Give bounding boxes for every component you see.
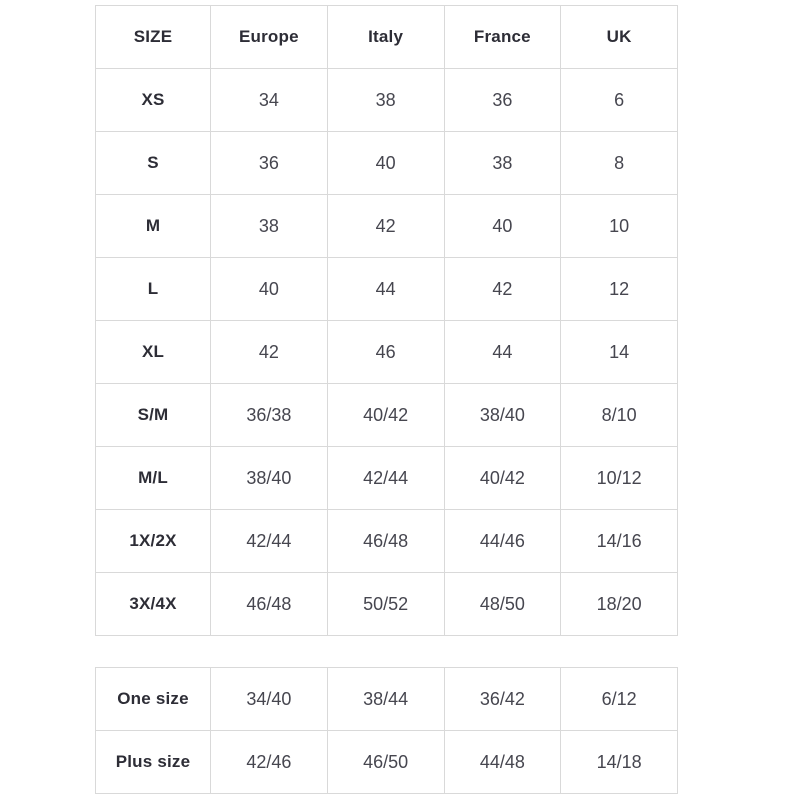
table-cell: 50/52 xyxy=(326,572,445,636)
table-cell: 40 xyxy=(210,257,328,321)
table-cell: 42 xyxy=(326,194,445,258)
row-label: S xyxy=(95,131,211,195)
table-row: S/M 36/38 40/42 38/40 8/10 xyxy=(95,383,678,447)
row-label: L xyxy=(95,257,211,321)
table-cell: 46/48 xyxy=(326,509,445,573)
table-cell: 42/46 xyxy=(210,730,328,794)
column-header-uk: UK xyxy=(560,5,678,69)
row-label: XS xyxy=(95,68,211,132)
table-cell: 36/38 xyxy=(210,383,328,447)
table-gap xyxy=(95,636,678,667)
table-row: M/L 38/40 42/44 40/42 10/12 xyxy=(95,446,678,510)
row-label: One size xyxy=(95,667,211,731)
table-cell: 6 xyxy=(560,68,678,132)
table-cell: 36 xyxy=(210,131,328,195)
table-cell: 38/44 xyxy=(326,667,445,731)
table-cell: 38/40 xyxy=(443,383,562,447)
table-cell: 34/40 xyxy=(210,667,328,731)
table-cell: 36 xyxy=(443,68,562,132)
table-cell: 42/44 xyxy=(326,446,445,510)
row-label: M xyxy=(95,194,211,258)
header-row: SIZE Europe Italy France UK xyxy=(95,5,678,69)
table-row: M 38 42 40 10 xyxy=(95,194,678,258)
column-header-size: SIZE xyxy=(95,5,211,69)
table-row: XL 42 46 44 14 xyxy=(95,320,678,384)
table-cell: 12 xyxy=(560,257,678,321)
table-cell: 36/42 xyxy=(443,667,562,731)
column-header-europe: Europe xyxy=(210,5,328,69)
table-cell: 38/40 xyxy=(210,446,328,510)
row-label: 1X/2X xyxy=(95,509,211,573)
table-cell: 14/16 xyxy=(560,509,678,573)
table-cell: 8 xyxy=(560,131,678,195)
table-row: S 36 40 38 8 xyxy=(95,131,678,195)
table-cell: 18/20 xyxy=(560,572,678,636)
size-table-body: XS 34 38 36 6 S 36 40 38 8 M 38 42 40 10 L 40 44 42 12 XL 42 4… xyxy=(95,68,678,636)
table-cell: 10/12 xyxy=(560,446,678,510)
row-label: XL xyxy=(95,320,211,384)
table-cell: 38 xyxy=(326,68,445,132)
table-cell: 38 xyxy=(443,131,562,195)
table-cell: 34 xyxy=(210,68,328,132)
size-conversion-table: SIZE Europe Italy France UK XS 34 38 36 6 S 36… xyxy=(95,5,678,636)
table-cell: 42 xyxy=(210,320,328,384)
table-cell: 42/44 xyxy=(210,509,328,573)
table-row: L 40 44 42 12 xyxy=(95,257,678,321)
table-cell: 6/12 xyxy=(560,667,678,731)
table-cell: 40/42 xyxy=(443,446,562,510)
size-chart-page: SIZE Europe Italy France UK XS 34 38 36 6 S 36… xyxy=(95,5,678,794)
table-cell: 14 xyxy=(560,320,678,384)
table-row: Plus size 42/46 46/50 44/48 14/18 xyxy=(95,730,678,794)
table-row: 1X/2X 42/44 46/48 44/46 14/16 xyxy=(95,509,678,573)
table-row: One size 34/40 38/44 36/42 6/12 xyxy=(95,667,678,731)
table-cell: 40 xyxy=(443,194,562,258)
table-cell: 44/46 xyxy=(443,509,562,573)
table-cell: 44 xyxy=(326,257,445,321)
table-cell: 38 xyxy=(210,194,328,258)
row-label: M/L xyxy=(95,446,211,510)
table-cell: 8/10 xyxy=(560,383,678,447)
table-cell: 46 xyxy=(326,320,445,384)
row-label: S/M xyxy=(95,383,211,447)
table-cell: 46/48 xyxy=(210,572,328,636)
table-cell: 48/50 xyxy=(443,572,562,636)
table-cell: 44 xyxy=(443,320,562,384)
table-cell: 44/48 xyxy=(443,730,562,794)
table-row: XS 34 38 36 6 xyxy=(95,68,678,132)
size-table-header: SIZE Europe Italy France UK xyxy=(95,5,678,69)
column-header-france: France xyxy=(443,5,562,69)
special-size-table: One size 34/40 38/44 36/42 6/12 Plus size 42/4… xyxy=(95,667,678,794)
table-cell: 46/50 xyxy=(326,730,445,794)
table-cell: 40/42 xyxy=(326,383,445,447)
table-cell: 40 xyxy=(326,131,445,195)
row-label: 3X/4X xyxy=(95,572,211,636)
table-cell: 14/18 xyxy=(560,730,678,794)
table-cell: 10 xyxy=(560,194,678,258)
table-row: 3X/4X 46/48 50/52 48/50 18/20 xyxy=(95,572,678,636)
column-header-italy: Italy xyxy=(326,5,445,69)
special-table-body: One size 34/40 38/44 36/42 6/12 Plus size 42/4… xyxy=(95,667,678,794)
table-cell: 42 xyxy=(443,257,562,321)
row-label: Plus size xyxy=(95,730,211,794)
